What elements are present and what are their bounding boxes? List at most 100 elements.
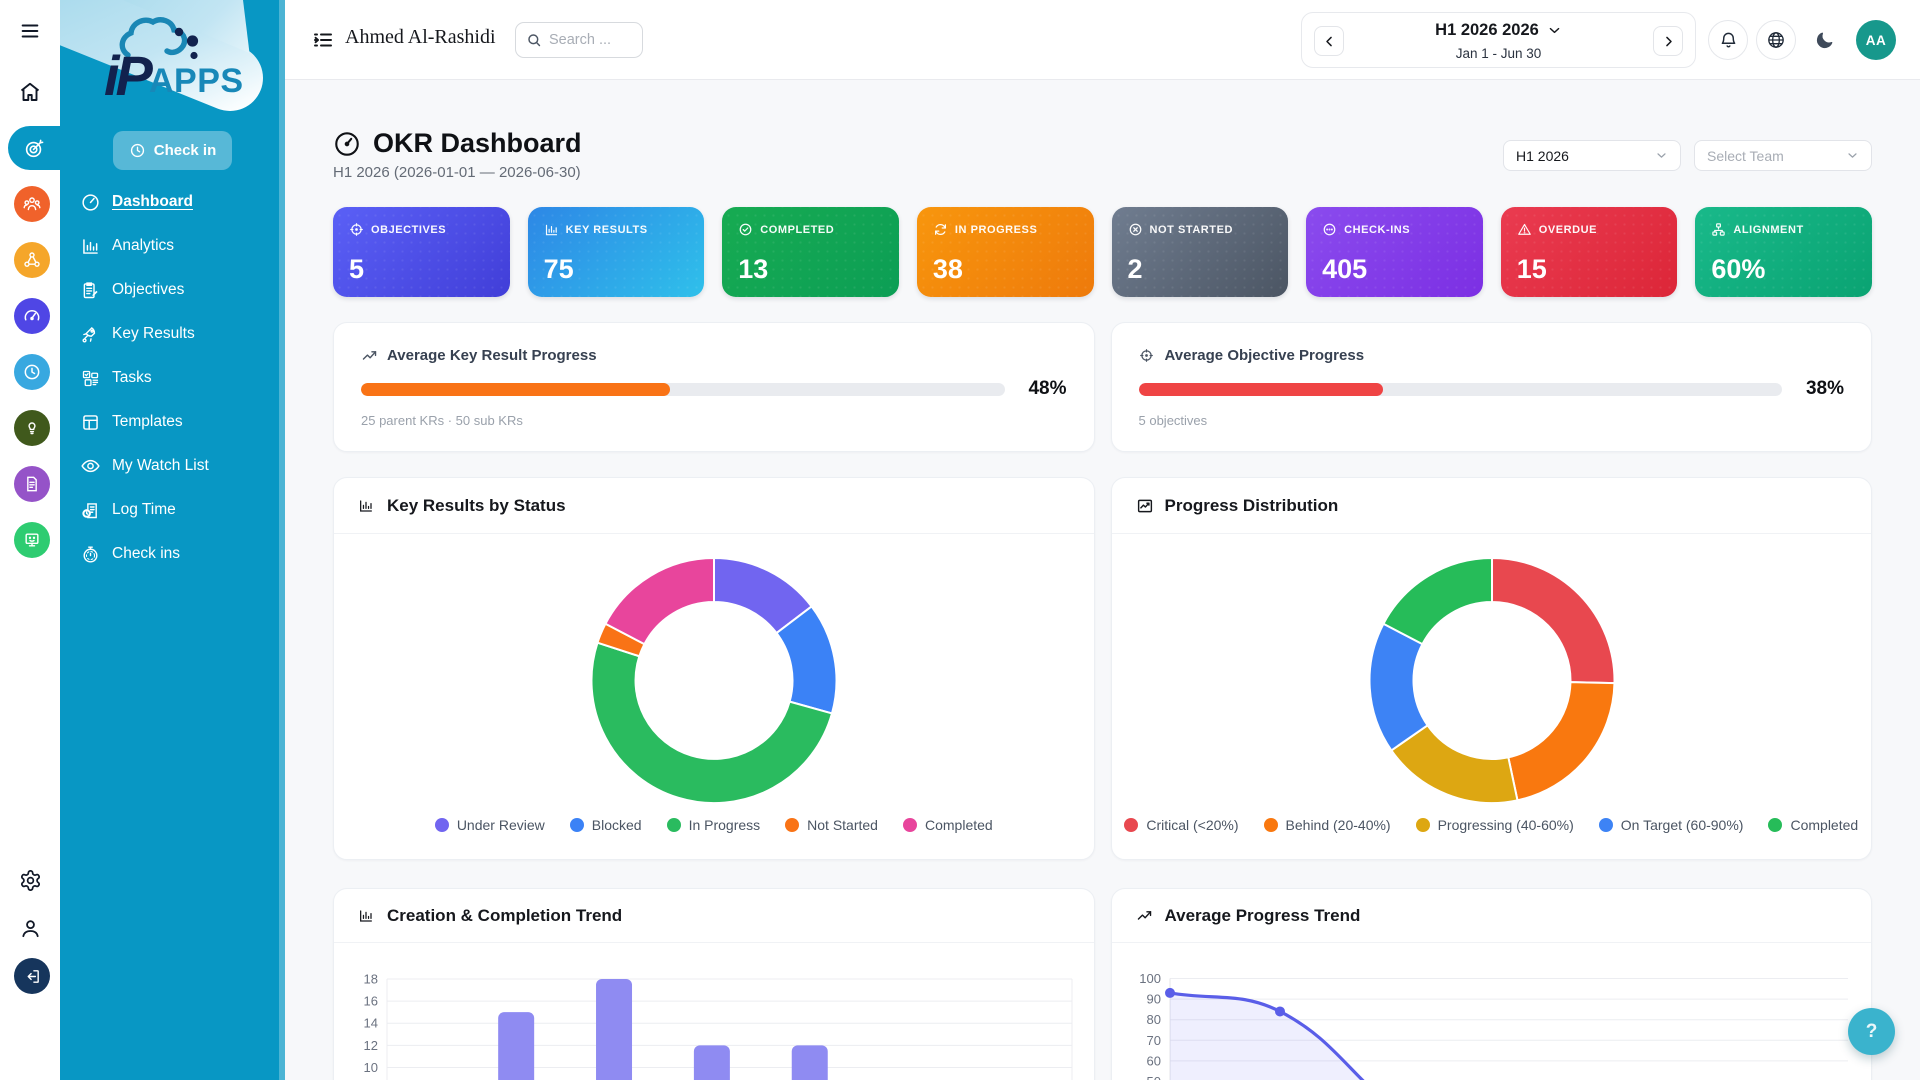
legend-item[interactable]: Completed [1768,817,1858,833]
line-point-0[interactable] [1164,987,1175,998]
period-next-button[interactable] [1653,26,1683,56]
nodes-icon [22,250,42,270]
home-button[interactable] [0,72,60,112]
legend-item[interactable]: Completed [902,817,993,833]
person-icon [19,917,42,940]
legend-item[interactable]: Behind (20-40%) [1263,817,1391,833]
chart-title: Progress Distribution [1164,495,1339,515]
filters: H1 2026 Select Team [1503,140,1872,171]
legend-dot [1124,818,1139,832]
rail-app-app-2[interactable] [14,242,50,278]
gauge-icon [22,306,42,326]
stat-value: 60% [1711,254,1766,284]
sidebar-item-check-ins[interactable]: Check ins [60,532,285,576]
legend-label: Completed [1790,817,1859,833]
rail-app-app-7[interactable] [14,522,50,558]
trending-up-icon [361,347,378,364]
donut-segment-4[interactable] [604,557,715,646]
globe-icon [1766,30,1786,50]
donut-cards-row: Key Results by Status Under Review Blocked… [333,477,1872,860]
rail-app-app-1[interactable] [14,186,50,222]
rail-settings-button[interactable] [0,860,60,900]
legend-dot [569,818,584,832]
trending-up-icon [1136,906,1155,925]
stat-value: 38 [932,254,963,284]
bar-1[interactable] [498,1012,535,1080]
y-axis-tick-label: 16 [364,994,378,1009]
legend-dot [1768,818,1783,832]
donut-segment-0[interactable] [1490,557,1615,685]
donut-segment-1[interactable] [1506,681,1615,802]
bar-4[interactable] [791,1045,828,1080]
stat-value: 75 [543,254,574,284]
dark-mode-toggle[interactable] [1812,28,1836,52]
gauge-icon [333,130,361,158]
legend-item[interactable]: In Progress [666,817,760,833]
legend-dot [434,818,449,832]
legend-label: Behind (20-40%) [1285,817,1391,833]
period-filter-select[interactable]: H1 2026 [1503,140,1681,171]
sidebar-item-tasks[interactable]: Tasks [60,356,285,400]
donut-segment-4[interactable] [1381,557,1493,646]
search-input[interactable] [549,32,635,48]
donut-segment-2[interactable] [590,641,833,805]
sidebar-scrollbar[interactable] [279,0,285,1080]
period-range: Jan 1 - Jun 30 [1455,46,1542,61]
legend-label: On Target (60-90%) [1620,817,1744,833]
sidebar-item-dashboard[interactable]: Dashboard [60,180,285,224]
rail-item-okr-active[interactable] [8,126,60,170]
sidebar-item-templates[interactable]: Templates [60,400,285,444]
sidebar-nav: Dashboard Analytics Objectives Key Results T… [60,180,285,576]
chart-legend: Under Review Blocked In Progress Not Starte… [334,817,1094,833]
legend-item[interactable]: Blocked [569,817,642,833]
x-circle-icon [1128,222,1143,237]
team-filter-select[interactable]: Select Team [1694,140,1872,171]
legend-item[interactable]: Under Review [434,817,545,833]
sidebar: iP APPS Check in Dashboard Analytics Objec… [60,0,285,1080]
sidebar-item-analytics[interactable]: Analytics [60,224,285,268]
rail-logout-button[interactable] [14,958,50,994]
brand-logo[interactable]: iP APPS [60,0,285,192]
legend-label: Not Started [807,817,878,833]
legend-dot [1598,818,1613,832]
sidebar-item-key-results[interactable]: Key Results [60,312,285,356]
sidebar-item-my-watch-list[interactable]: My Watch List [60,444,285,488]
legend-item[interactable]: Progressing (40-60%) [1415,817,1574,833]
rail-app-app-4[interactable] [14,354,50,390]
rail-profile-button[interactable] [0,908,60,948]
legend-item[interactable]: Critical (<20%) [1124,817,1239,833]
chevron-down-icon [1547,23,1562,38]
rail-app-app-6[interactable] [14,466,50,502]
trend-cards-row: Creation & Completion Trend1816141210864… [333,888,1872,1080]
avatar[interactable]: AA [1856,20,1896,60]
sidebar-item-log-time[interactable]: Log Time [60,488,285,532]
legend-label: Under Review [456,817,545,833]
line-point-1[interactable] [1274,1006,1285,1017]
check-in-button[interactable]: Check in [113,131,232,170]
progress-bar-fill [1138,382,1384,396]
period-selector: H1 2026 2026 Jan 1 - Jun 30 [1301,12,1696,68]
legend-item[interactable]: On Target (60-90%) [1598,817,1744,833]
crosshair-icon [1139,347,1156,364]
bar-2[interactable] [596,979,633,1080]
sidebar-collapse-button[interactable] [311,28,337,52]
dots-circle-icon [1322,222,1337,237]
period-label[interactable]: H1 2026 2026 [1302,21,1695,40]
stat-card-completed: COMPLETED 13 [722,207,899,297]
help-button[interactable]: ? [1848,1008,1895,1055]
legend-item[interactable]: Not Started [785,817,878,833]
bar-3[interactable] [693,1045,730,1080]
hamburger-menu-button[interactable] [0,11,60,51]
tasks-icon [80,368,101,389]
stat-value: 13 [738,254,769,284]
rail-app-app-3[interactable] [14,298,50,334]
sidebar-item-objectives[interactable]: Objectives [60,268,285,312]
crosshair-icon [349,222,364,237]
period-prev-button[interactable] [1314,26,1344,56]
rail-app-app-5[interactable] [14,410,50,446]
people-icon [22,194,42,214]
notifications-button[interactable] [1708,20,1748,60]
language-button[interactable] [1756,20,1796,60]
search-box[interactable] [515,22,643,58]
